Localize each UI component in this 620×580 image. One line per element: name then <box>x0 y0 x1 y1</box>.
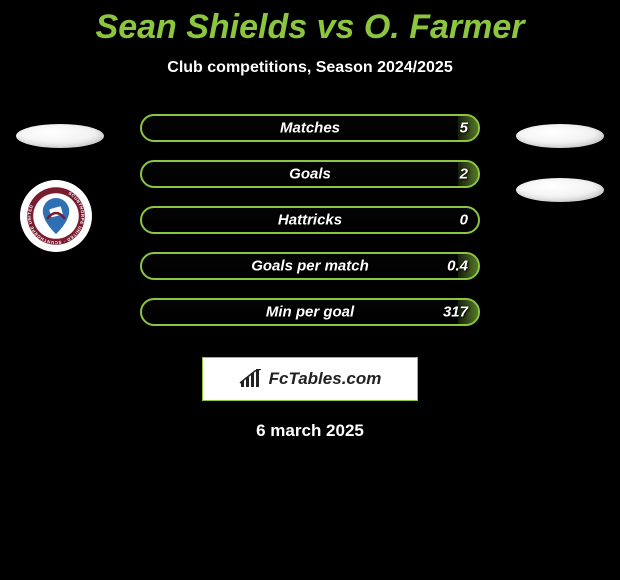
stat-bar: Goals per match 0.4 <box>140 252 480 280</box>
stat-row: Goals per match 0.4 <box>0 243 620 289</box>
page-title: Sean Shields vs O. Farmer <box>0 0 620 47</box>
stat-row: Matches 5 <box>0 105 620 151</box>
stat-value: 5 <box>460 120 468 137</box>
stats-container: Matches 5 Goals 2 Hattricks 0 Goals per match 0… <box>0 105 620 335</box>
brand-box: FcTables.com <box>202 357 418 401</box>
stat-label: Matches <box>280 120 340 137</box>
stat-value: 317 <box>443 304 468 321</box>
stat-bar: Matches 5 <box>140 114 480 142</box>
chart-icon <box>239 369 263 389</box>
stat-label: Min per goal <box>266 304 354 321</box>
subtitle: Club competitions, Season 2024/2025 <box>0 59 620 77</box>
date-text: 6 march 2025 <box>0 421 620 441</box>
stat-row: Min per goal 317 <box>0 289 620 335</box>
stat-bar: Hattricks 0 <box>140 206 480 234</box>
stat-row: Goals 2 <box>0 151 620 197</box>
stat-value: 0.4 <box>447 258 468 275</box>
stat-label: Goals <box>289 166 331 183</box>
stat-bar: Min per goal 317 <box>140 298 480 326</box>
stat-bar: Goals 2 <box>140 160 480 188</box>
stat-label: Hattricks <box>278 212 342 229</box>
stat-value: 0 <box>460 212 468 229</box>
stat-value: 2 <box>460 166 468 183</box>
stat-label: Goals per match <box>251 258 369 275</box>
brand-text: FcTables.com <box>269 369 382 389</box>
stat-row: Hattricks 0 <box>0 197 620 243</box>
